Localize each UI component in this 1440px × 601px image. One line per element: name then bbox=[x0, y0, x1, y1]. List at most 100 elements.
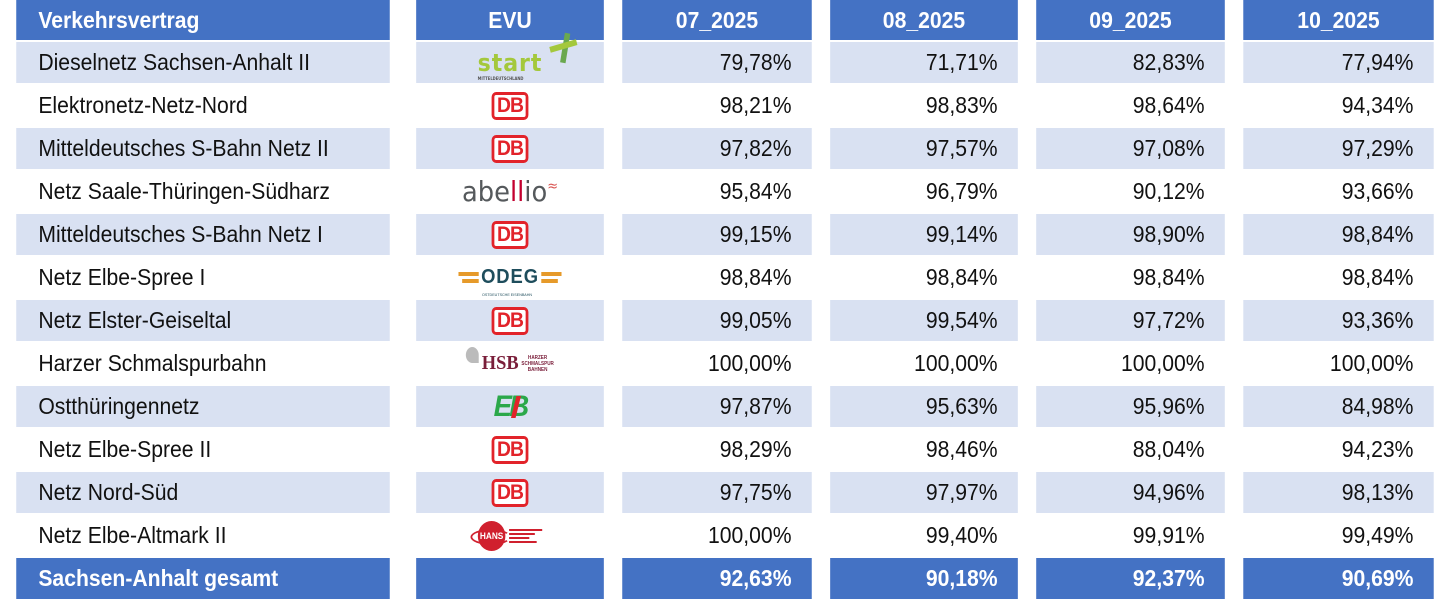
evu-cell: HANS bbox=[416, 515, 604, 556]
value-08-2025: 97,57% bbox=[830, 128, 1018, 169]
value-07-2025: 99,05% bbox=[622, 300, 812, 341]
table-row: Netz Saale-Thüringen-Südharz abellio≈ 95… bbox=[0, 171, 1440, 212]
value-08-2025: 97,97% bbox=[830, 472, 1018, 513]
value-10-2025: 77,94% bbox=[1243, 42, 1434, 83]
table-row: Netz Elster-Geiseltal DB 99,05% 99,54% 9… bbox=[0, 300, 1440, 341]
value-07-2025: 97,82% bbox=[622, 128, 812, 169]
evu-cell: start MITTELDEUTSCHLAND bbox=[416, 32, 604, 83]
value-09-2025: 95,96% bbox=[1036, 386, 1225, 427]
total-10-2025: 90,69% bbox=[1243, 558, 1434, 599]
value-09-2025: 99,91% bbox=[1036, 515, 1225, 556]
table-row: Ostthüringennetz EB 97,87% 95,63% 95,96%… bbox=[0, 386, 1440, 427]
header-08-2025: 08_2025 bbox=[830, 0, 1018, 40]
value-07-2025: 100,00% bbox=[622, 515, 812, 556]
value-07-2025: 97,75% bbox=[622, 472, 812, 513]
table-row: Mitteldeutsches S-Bahn Netz II DB 97,82%… bbox=[0, 128, 1440, 169]
total-row: Sachsen-Anhalt gesamt 92,63% 90,18% 92,3… bbox=[0, 558, 1440, 599]
value-07-2025: 79,78% bbox=[622, 42, 812, 83]
table-row: Mitteldeutsches S-Bahn Netz I DB 99,15% … bbox=[0, 214, 1440, 255]
header-09-2025: 09_2025 bbox=[1036, 0, 1225, 40]
odeg-logo-icon: ODEG OSTDEUTSCHE EISENBAHN bbox=[458, 260, 562, 297]
contract-name: Netz Nord-Süd bbox=[16, 472, 390, 513]
value-08-2025: 99,54% bbox=[830, 300, 1018, 341]
value-10-2025: 98,13% bbox=[1243, 472, 1434, 513]
contract-name: Netz Elbe-Altmark II bbox=[16, 515, 390, 556]
value-10-2025: 84,98% bbox=[1243, 386, 1434, 427]
value-07-2025: 98,84% bbox=[622, 257, 812, 298]
contract-name: Mitteldeutsches S-Bahn Netz I bbox=[16, 214, 390, 255]
evu-cell: DB bbox=[416, 128, 604, 169]
value-10-2025: 100,00% bbox=[1243, 343, 1434, 384]
hans-logo-icon: HANS bbox=[470, 518, 543, 554]
value-08-2025: 71,71% bbox=[830, 42, 1018, 83]
hsb-logo-icon: HSB HARZER SCHMALSPUR BAHNEN bbox=[466, 346, 554, 382]
total-07-2025: 92,63% bbox=[622, 558, 812, 599]
value-08-2025: 100,00% bbox=[830, 343, 1018, 384]
value-07-2025: 100,00% bbox=[622, 343, 812, 384]
value-08-2025: 99,40% bbox=[830, 515, 1018, 556]
evu-cell: DB bbox=[416, 300, 604, 341]
db-logo-icon: DB bbox=[491, 435, 529, 464]
value-10-2025: 94,23% bbox=[1243, 429, 1434, 470]
value-09-2025: 97,72% bbox=[1036, 300, 1225, 341]
value-09-2025: 82,83% bbox=[1036, 42, 1225, 83]
value-08-2025: 98,83% bbox=[830, 85, 1018, 126]
start-logo-icon: start MITTELDEUTSCHLAND bbox=[478, 32, 578, 81]
header-row: Verkehrsvertrag EVU 07_2025 08_2025 09_2… bbox=[0, 0, 1440, 40]
db-logo-icon: DB bbox=[491, 478, 529, 507]
evu-cell: DB bbox=[416, 429, 604, 470]
value-10-2025: 97,29% bbox=[1243, 128, 1434, 169]
abellio-logo-icon: abellio≈ bbox=[461, 175, 559, 208]
evu-cell: abellio≈ bbox=[416, 171, 604, 212]
total-09-2025: 92,37% bbox=[1036, 558, 1225, 599]
contract-name: Netz Elbe-Spree I bbox=[16, 257, 390, 298]
value-07-2025: 97,87% bbox=[622, 386, 812, 427]
header-evu: EVU bbox=[416, 0, 604, 40]
value-08-2025: 98,46% bbox=[830, 429, 1018, 470]
contract-name: Netz Saale-Thüringen-Südharz bbox=[16, 171, 390, 212]
table-row: Netz Elbe-Spree I ODEG OSTDEUTSCHE EISEN… bbox=[0, 257, 1440, 298]
value-09-2025: 97,08% bbox=[1036, 128, 1225, 169]
contract-name: Netz Elster-Geiseltal bbox=[16, 300, 390, 341]
table-row: Netz Nord-Süd DB 97,75% 97,97% 94,96% 98… bbox=[0, 472, 1440, 513]
db-logo-icon: DB bbox=[491, 134, 529, 163]
total-evu-cell bbox=[416, 558, 604, 599]
contract-name: Dieselnetz Sachsen-Anhalt II bbox=[16, 42, 390, 83]
table-row: Dieselnetz Sachsen-Anhalt II start MITTEL… bbox=[0, 32, 1440, 83]
value-08-2025: 96,79% bbox=[830, 171, 1018, 212]
value-10-2025: 98,84% bbox=[1243, 257, 1434, 298]
value-07-2025: 98,21% bbox=[622, 85, 812, 126]
contract-name: Harzer Schmalspurbahn bbox=[16, 343, 390, 384]
table-row: Harzer Schmalspurbahn HSB HARZER SCHMALSP… bbox=[0, 343, 1440, 384]
header-10-2025: 10_2025 bbox=[1243, 0, 1434, 40]
value-10-2025: 93,36% bbox=[1243, 300, 1434, 341]
table-row: Elektronetz-Netz-Nord DB 98,21% 98,83% 9… bbox=[0, 85, 1440, 126]
value-08-2025: 95,63% bbox=[830, 386, 1018, 427]
total-label: Sachsen-Anhalt gesamt bbox=[16, 558, 390, 599]
value-09-2025: 98,90% bbox=[1036, 214, 1225, 255]
value-09-2025: 90,12% bbox=[1036, 171, 1225, 212]
table-row: Netz Elbe-Altmark II HANS 100,00% 99,40%… bbox=[0, 515, 1440, 556]
table-row: Netz Elbe-Spree II DB 98,29% 98,46% 88,0… bbox=[0, 429, 1440, 470]
value-10-2025: 98,84% bbox=[1243, 214, 1434, 255]
value-09-2025: 100,00% bbox=[1036, 343, 1225, 384]
total-08-2025: 90,18% bbox=[830, 558, 1018, 599]
evu-cell: DB bbox=[416, 85, 604, 126]
contract-name: Ostthüringennetz bbox=[16, 386, 390, 427]
evu-cell: EB bbox=[416, 386, 604, 427]
value-09-2025: 98,84% bbox=[1036, 257, 1225, 298]
evu-cell: DB bbox=[416, 214, 604, 255]
value-08-2025: 98,84% bbox=[830, 257, 1018, 298]
contract-name: Netz Elbe-Spree II bbox=[16, 429, 390, 470]
header-07-2025: 07_2025 bbox=[622, 0, 812, 40]
evu-cell: HSB HARZER SCHMALSPUR BAHNEN bbox=[416, 343, 604, 384]
value-07-2025: 99,15% bbox=[622, 214, 812, 255]
value-10-2025: 93,66% bbox=[1243, 171, 1434, 212]
value-10-2025: 94,34% bbox=[1243, 85, 1434, 126]
evu-cell: ODEG OSTDEUTSCHE EISENBAHN bbox=[416, 257, 604, 298]
value-09-2025: 98,64% bbox=[1036, 85, 1225, 126]
eb-logo-icon: EB bbox=[494, 389, 530, 425]
value-10-2025: 99,49% bbox=[1243, 515, 1434, 556]
value-09-2025: 88,04% bbox=[1036, 429, 1225, 470]
